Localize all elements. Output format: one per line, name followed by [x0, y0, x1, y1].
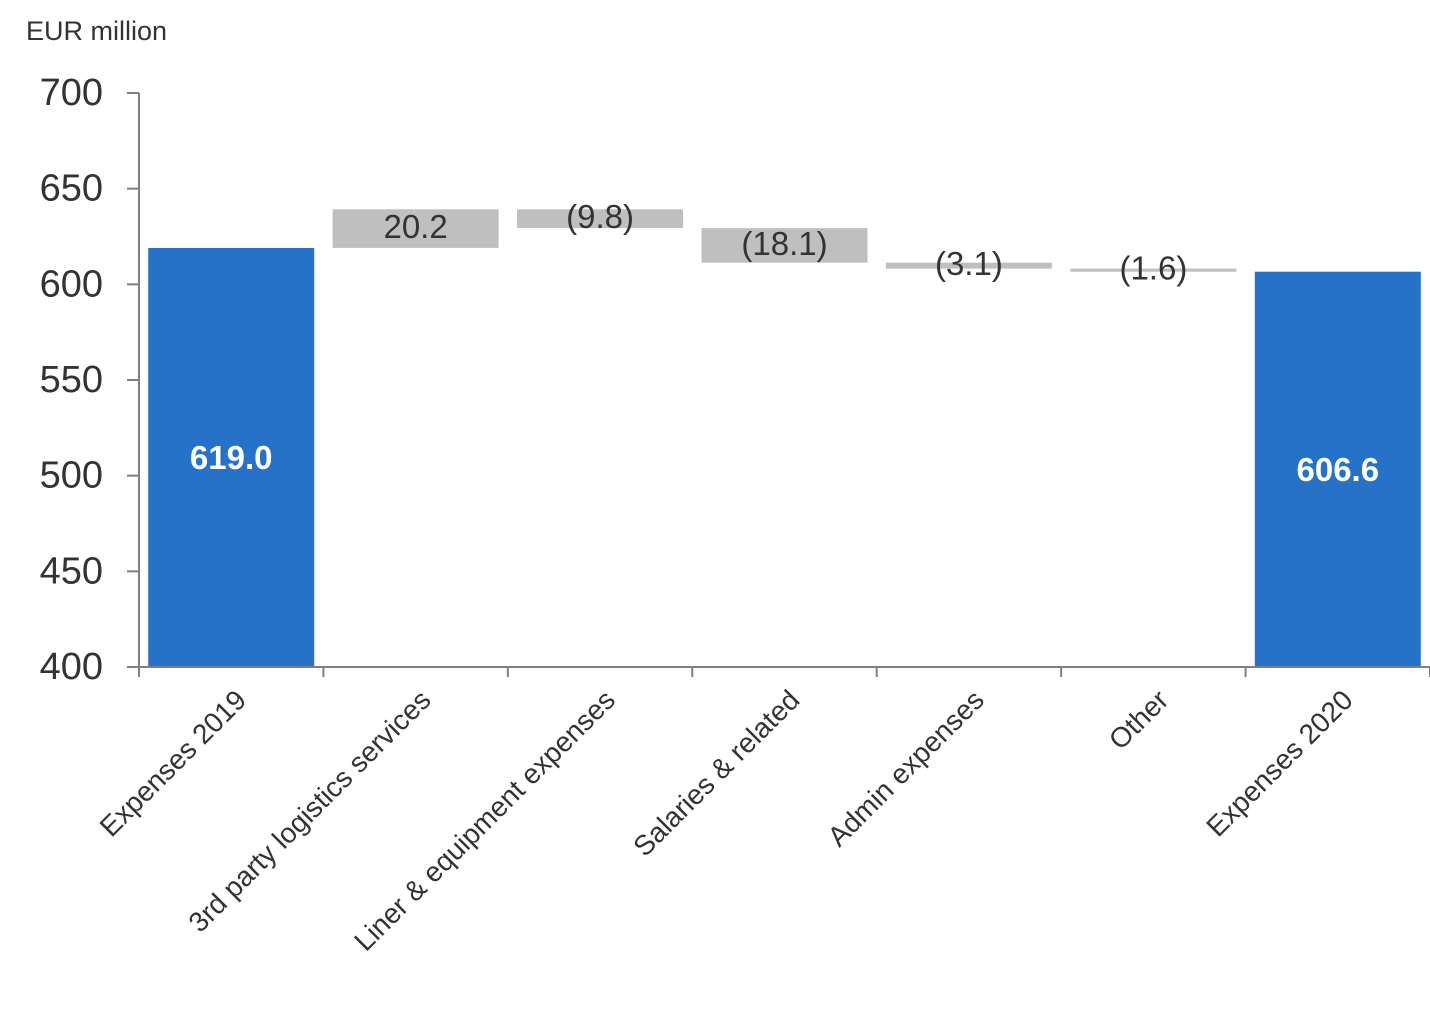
y-tick-label-2: 500	[40, 455, 103, 497]
x-tick-label-0: Expenses 2019	[94, 684, 252, 842]
bar-label-5: (1.6)	[1119, 250, 1187, 287]
y-tick-label-5: 650	[40, 168, 103, 210]
bar-label-0: 619.0	[190, 439, 273, 476]
x-tick-label-6: Expenses 2020	[1200, 684, 1358, 842]
y-tick-label-0: 400	[40, 646, 103, 688]
y-tick-label-1: 450	[40, 550, 103, 592]
bar-5	[1070, 268, 1237, 272]
bar-label-2: (9.8)	[566, 198, 634, 235]
bar-0	[148, 248, 315, 667]
bar-6	[1254, 271, 1421, 667]
bar-4	[885, 262, 1052, 269]
x-tick-label-5: Other	[1103, 684, 1174, 755]
bars-group	[148, 209, 1421, 667]
x-tick-label-4: Admin expenses	[822, 684, 990, 852]
x-tick-label-3: Salaries & related	[627, 684, 805, 862]
bar-1	[332, 209, 499, 248]
bar-labels-group: 619.0 20.2 (9.8) (18.1) (3.1) (1.6) 606.6	[190, 198, 1379, 488]
bar-label-4: (3.1)	[935, 245, 1003, 282]
y-tick-label-3: 550	[40, 359, 103, 401]
y-ticks-group: 400 450 500 550 600 650 700	[40, 72, 139, 688]
y-tick-label-4: 600	[40, 263, 103, 305]
bar-2	[517, 209, 684, 229]
unit-label: EUR million	[26, 16, 167, 46]
y-tick-label-6: 700	[40, 72, 103, 114]
axes-group	[138, 93, 1430, 675]
bar-label-6: 606.6	[1297, 451, 1380, 488]
bar-label-3: (18.1)	[741, 225, 827, 262]
bar-label-1: 20.2	[383, 208, 447, 245]
bar-3	[701, 228, 868, 263]
